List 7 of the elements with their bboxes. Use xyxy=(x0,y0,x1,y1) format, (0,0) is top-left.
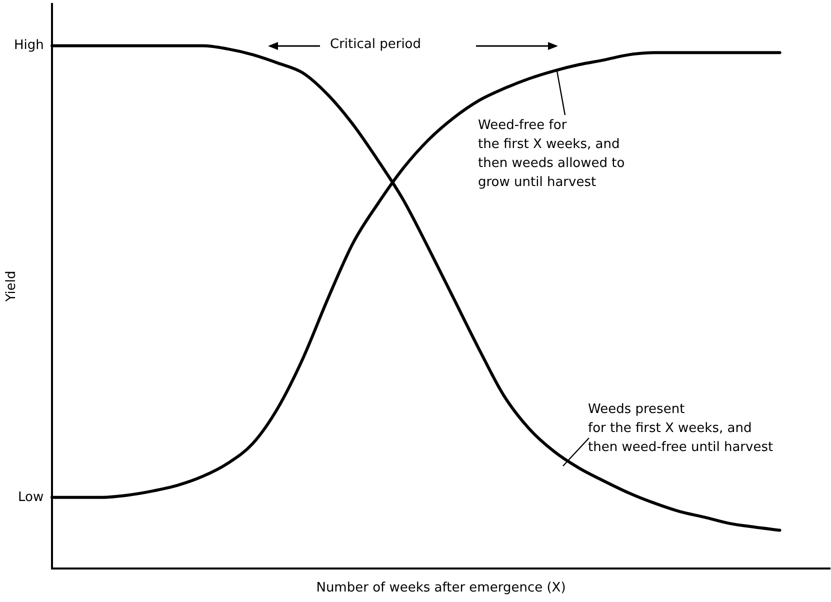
series-label: Weed-free for the first X weeks, and then weeds allowed to grow until harvest xyxy=(478,117,625,192)
series-label: Weeds present for the first X weeks, and then weed-free until harvest xyxy=(588,401,774,457)
y-axis-title: Yield xyxy=(4,270,20,303)
text: High xyxy=(14,37,44,56)
annotation: Critical period xyxy=(330,36,422,54)
text: Low xyxy=(18,488,44,507)
x-axis-title: Number of weeks after emergence (X) xyxy=(316,580,566,596)
